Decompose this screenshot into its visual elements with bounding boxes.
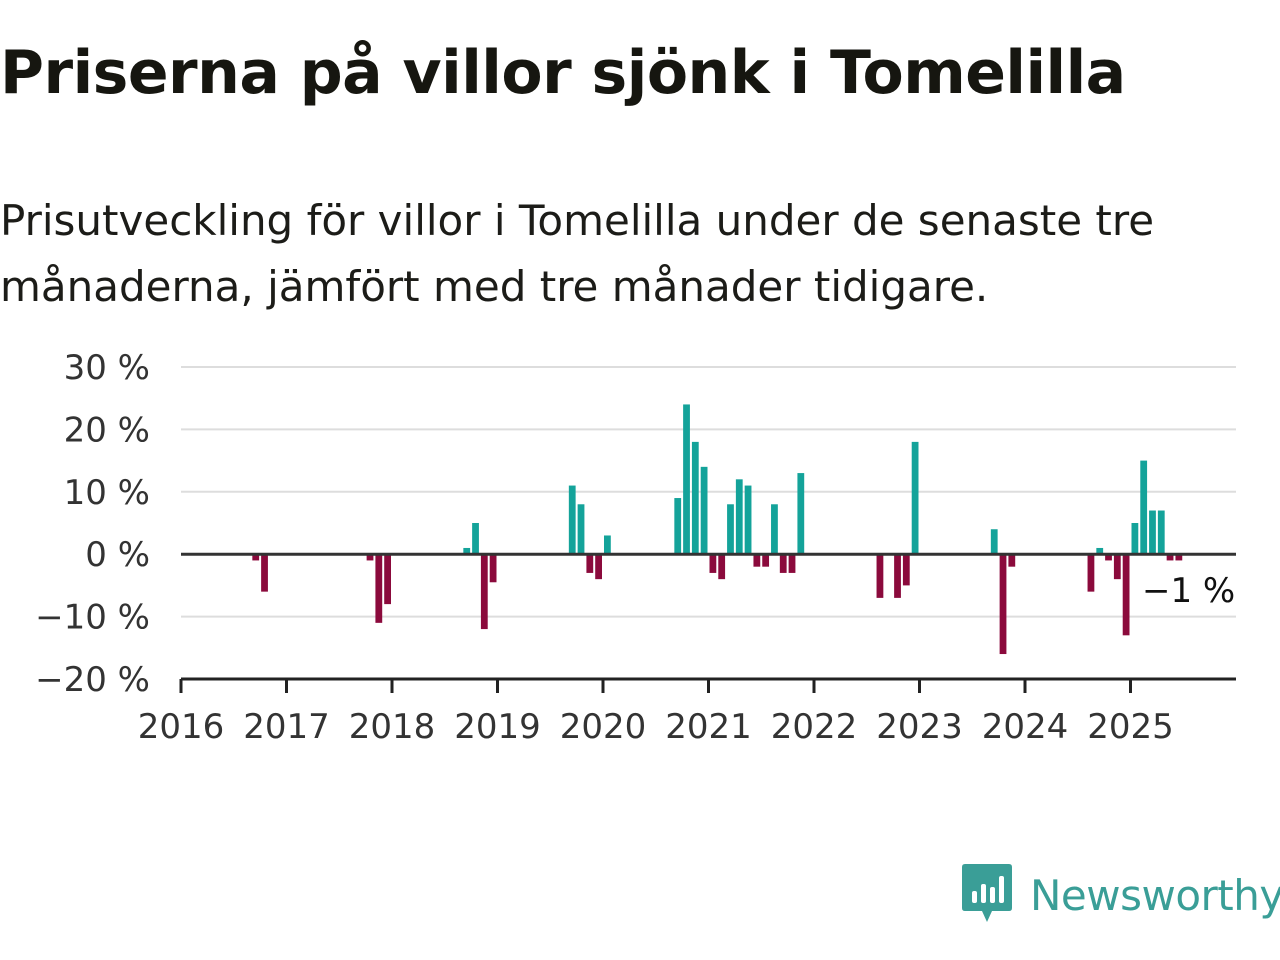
x-tick-label: 2023 <box>876 707 963 747</box>
bars <box>252 404 1183 655</box>
bar <box>480 554 488 630</box>
bar <box>700 466 708 555</box>
bar <box>735 479 743 555</box>
tick-labels: 30 % 20 % 10 % 0 % −10 % −20 % 2016 2017 2018 201… <box>35 348 1174 747</box>
bar <box>727 504 734 555</box>
x-tick-label: 2020 <box>560 707 647 747</box>
bar <box>753 554 761 567</box>
bar <box>1157 510 1165 555</box>
bar <box>674 498 682 555</box>
bar <box>568 485 576 555</box>
bar <box>709 554 717 573</box>
x-tick-label: 2021 <box>665 707 752 747</box>
bar <box>375 554 383 623</box>
bar-chart: 30 % 20 % 10 % 0 % −10 % −20 % 2016 2017 2018 201… <box>35 348 1236 747</box>
x-tick-label: 2017 <box>243 707 330 747</box>
bar <box>894 554 901 598</box>
bar <box>1096 547 1104 555</box>
bar <box>1113 554 1121 580</box>
bar <box>595 554 602 580</box>
chart-title: Priserna på villor sjönk i Tomelilla <box>0 38 1126 108</box>
bar <box>911 441 919 555</box>
bar <box>691 441 699 555</box>
bar <box>489 554 497 583</box>
bar <box>762 554 770 567</box>
bar <box>261 554 268 592</box>
y-tick-label: 20 % <box>64 410 150 450</box>
bar <box>1087 554 1095 592</box>
y-tick-label: 30 % <box>64 348 150 388</box>
bar <box>788 554 796 573</box>
y-tick-label: 0 % <box>85 535 150 575</box>
bar <box>1105 554 1112 561</box>
bar <box>463 547 471 555</box>
bar <box>384 554 391 605</box>
end-value-label: −1 % <box>1142 571 1235 611</box>
x-tick-label: 2024 <box>982 707 1069 747</box>
x-tick-label: 2019 <box>454 707 541 747</box>
x-tick-label: 2025 <box>1087 707 1174 747</box>
newsworthy-logo: Newsworthy <box>962 862 1280 928</box>
x-tick-label: 2022 <box>771 707 858 747</box>
bar <box>252 554 260 561</box>
gridlines <box>181 366 1236 618</box>
bar <box>1131 523 1139 555</box>
bar <box>771 504 778 555</box>
bar <box>1140 460 1148 555</box>
y-tick-label: −10 % <box>35 598 150 638</box>
bar <box>1149 510 1156 555</box>
bar <box>1008 554 1016 567</box>
bar <box>604 535 611 555</box>
bar <box>683 404 690 555</box>
brand-name: Newsworthy <box>1030 870 1280 920</box>
bar <box>472 523 479 555</box>
bar <box>744 485 752 555</box>
x-tick-label: 2018 <box>349 707 436 747</box>
bar <box>999 554 1007 655</box>
bar <box>1122 554 1130 636</box>
bar <box>718 554 726 580</box>
newsworthy-logo-icon <box>962 864 1012 922</box>
bar <box>1175 554 1183 561</box>
bar <box>990 529 998 555</box>
bar <box>876 554 884 598</box>
x-tick-label: 2016 <box>138 707 225 747</box>
bar <box>1166 554 1174 561</box>
chart-subtitle: Prisutveckling för villor i Tomelilla un… <box>0 196 1155 311</box>
axes <box>179 552 1236 693</box>
bar <box>902 554 910 586</box>
y-tick-label: −20 % <box>35 660 150 700</box>
bar <box>577 504 585 555</box>
bar <box>797 473 805 555</box>
bar <box>366 554 374 561</box>
bar <box>586 554 594 573</box>
bar <box>779 554 787 573</box>
y-tick-label: 10 % <box>64 473 150 513</box>
